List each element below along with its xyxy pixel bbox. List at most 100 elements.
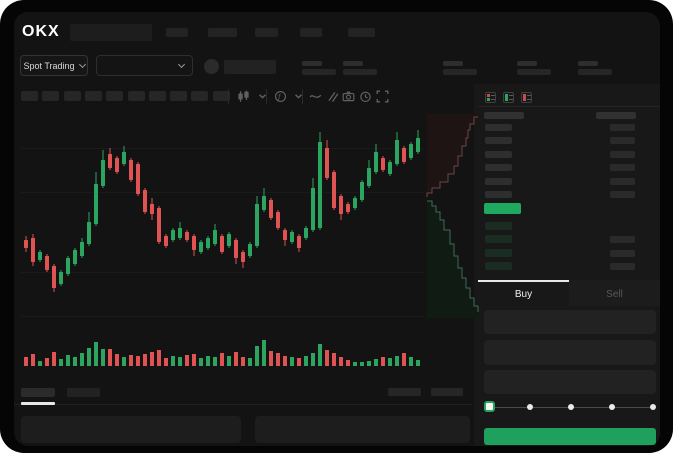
volume-bar bbox=[220, 353, 224, 366]
book-buy-icon[interactable] bbox=[503, 92, 514, 103]
price-input[interactable] bbox=[484, 310, 656, 334]
bottom-action-placeholder[interactable] bbox=[388, 388, 421, 396]
candle-body bbox=[73, 250, 77, 264]
book-combined-icon[interactable] bbox=[485, 92, 496, 103]
candle-body bbox=[381, 158, 385, 170]
bottom-content-panel bbox=[255, 416, 470, 443]
ask-amount-placeholder[interactable] bbox=[610, 137, 635, 144]
candle-body bbox=[185, 232, 189, 240]
timeframe-button[interactable] bbox=[170, 91, 187, 101]
ask-price-placeholder[interactable] bbox=[485, 151, 512, 158]
bid-price-placeholder[interactable] bbox=[485, 235, 512, 243]
timeframe-button[interactable] bbox=[128, 91, 145, 101]
volume-bar bbox=[178, 357, 182, 366]
candle-body bbox=[416, 138, 420, 152]
nav-item-placeholder[interactable] bbox=[255, 28, 278, 37]
pair-select-dropdown[interactable] bbox=[96, 55, 193, 76]
ask-amount-placeholder[interactable] bbox=[610, 151, 635, 158]
ask-amount-placeholder[interactable] bbox=[610, 191, 635, 198]
volume-bar bbox=[297, 358, 301, 366]
fullscreen-icon[interactable] bbox=[376, 90, 389, 103]
nav-item-placeholder[interactable] bbox=[166, 28, 188, 37]
volume-bar bbox=[94, 342, 98, 366]
ask-price-placeholder[interactable] bbox=[485, 191, 512, 198]
bottom-action-placeholder[interactable] bbox=[431, 388, 463, 396]
ask-price-placeholder[interactable] bbox=[485, 124, 512, 131]
candle-body bbox=[206, 238, 210, 248]
bid-price-placeholder[interactable] bbox=[485, 222, 512, 230]
bid-price-placeholder[interactable] bbox=[485, 249, 512, 257]
okx-logo[interactable]: OKX bbox=[22, 23, 60, 40]
timeframe-button[interactable] bbox=[106, 91, 123, 101]
buy-submit-button[interactable] bbox=[484, 428, 656, 445]
bottom-tab-placeholder[interactable] bbox=[21, 388, 55, 397]
bid-amount-placeholder[interactable] bbox=[610, 250, 635, 257]
amount-input[interactable] bbox=[484, 340, 656, 365]
ask-price-placeholder[interactable] bbox=[485, 164, 512, 171]
chart-type-icon[interactable] bbox=[237, 90, 250, 103]
book-sell-icon[interactable] bbox=[521, 92, 532, 103]
timeframe-button[interactable] bbox=[85, 91, 102, 101]
nav-item-placeholder[interactable] bbox=[208, 28, 237, 37]
market-type-dropdown[interactable]: Spot Trading bbox=[20, 55, 88, 76]
candle-body bbox=[52, 266, 56, 288]
slider-stop-dot[interactable] bbox=[527, 404, 533, 410]
chevron-down-icon[interactable] bbox=[256, 90, 269, 103]
volume-bar bbox=[409, 357, 413, 366]
volume-bar bbox=[80, 353, 84, 366]
clock-icon[interactable] bbox=[359, 90, 372, 103]
candle-body bbox=[290, 232, 294, 242]
timeframe-button[interactable] bbox=[21, 91, 38, 101]
nav-item-placeholder[interactable] bbox=[300, 28, 322, 37]
bid-amount-placeholder[interactable] bbox=[610, 263, 635, 270]
indicators-icon[interactable]: f bbox=[274, 90, 287, 103]
ask-amount-placeholder[interactable] bbox=[610, 164, 635, 171]
volume-bar bbox=[283, 356, 287, 366]
tab-sell[interactable]: Sell bbox=[569, 280, 660, 306]
volume-bar bbox=[402, 353, 406, 366]
tab-buy[interactable]: Buy bbox=[478, 280, 569, 306]
slider-stop-dot[interactable] bbox=[650, 404, 656, 410]
candle-body bbox=[122, 152, 126, 164]
camera-icon[interactable] bbox=[342, 90, 355, 103]
timeframe-button[interactable] bbox=[213, 91, 230, 101]
ask-amount-placeholder[interactable] bbox=[610, 178, 635, 185]
volume-bar bbox=[157, 350, 161, 366]
candle-body bbox=[227, 234, 231, 246]
candle-body bbox=[297, 236, 301, 248]
volume-bar bbox=[241, 357, 245, 366]
timeframe-button[interactable] bbox=[64, 91, 81, 101]
volume-bar bbox=[346, 360, 350, 366]
volume-bar bbox=[59, 359, 63, 366]
volume-chart bbox=[24, 340, 420, 366]
chevron-down-icon bbox=[177, 60, 186, 69]
mid-price-highlight[interactable] bbox=[484, 203, 521, 214]
ask-price-placeholder[interactable] bbox=[485, 137, 512, 144]
amount-slider-handle[interactable] bbox=[484, 401, 495, 412]
volume-bar bbox=[52, 352, 56, 366]
candlestick-chart[interactable] bbox=[20, 112, 424, 332]
stat-value-placeholder bbox=[343, 69, 377, 75]
timeframe-button[interactable] bbox=[191, 91, 208, 101]
timeframe-button[interactable] bbox=[42, 91, 59, 101]
volume-bar bbox=[206, 356, 210, 366]
bid-amount-placeholder[interactable] bbox=[610, 236, 635, 243]
chevron-down-icon[interactable] bbox=[292, 90, 305, 103]
nav-item-placeholder[interactable] bbox=[348, 28, 375, 37]
bottom-tab-placeholder[interactable] bbox=[67, 388, 100, 397]
depth-overlay bbox=[426, 114, 479, 318]
slider-stop-dot[interactable] bbox=[568, 404, 574, 410]
ask-price-placeholder[interactable] bbox=[485, 178, 512, 185]
ask-amount-placeholder[interactable] bbox=[610, 124, 635, 131]
slider-stop-dot[interactable] bbox=[609, 404, 615, 410]
candle-body bbox=[325, 148, 329, 178]
timeframe-button[interactable] bbox=[149, 91, 166, 101]
volume-bar bbox=[269, 351, 273, 366]
candle-body bbox=[220, 236, 224, 252]
drawing-tools-icon[interactable] bbox=[326, 90, 339, 103]
line-tools-icon[interactable] bbox=[309, 90, 322, 103]
bid-price-placeholder[interactable] bbox=[485, 262, 512, 270]
stat-label-placeholder bbox=[343, 61, 363, 66]
total-input[interactable] bbox=[484, 370, 656, 394]
